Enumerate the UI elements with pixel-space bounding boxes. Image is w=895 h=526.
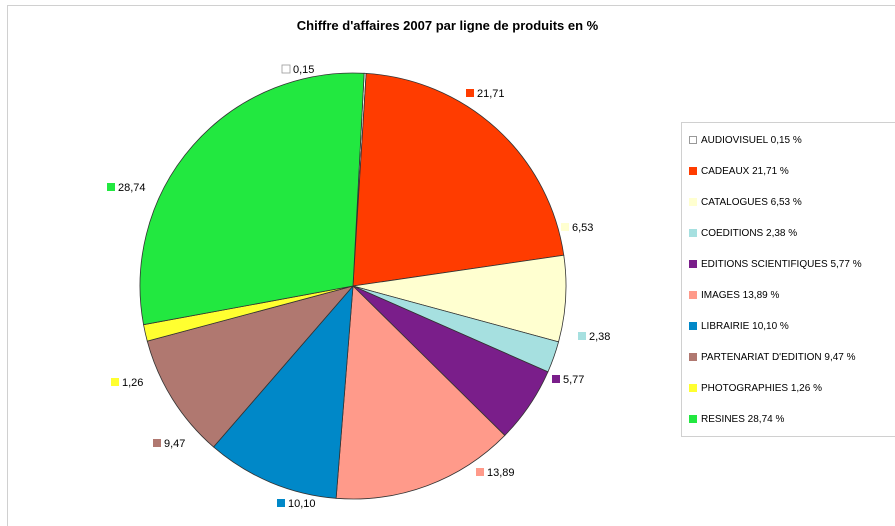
data-label: 13,89 (487, 467, 515, 479)
data-label-swatch (578, 332, 586, 340)
data-label-swatch (466, 89, 474, 97)
legend-label: PARTENARIAT D'EDITION 9,47 % (701, 351, 856, 363)
data-label-swatch (111, 378, 119, 386)
legend-swatch (689, 136, 697, 144)
legend-swatch (689, 167, 697, 175)
legend-item: LIBRAIRIE 10,10 % (689, 319, 789, 333)
legend-swatch (689, 353, 697, 361)
legend-swatch (689, 322, 697, 330)
data-label: 5,77 (563, 374, 584, 386)
chart-legend: AUDIOVISUEL 0,15 % CADEAUX 21,71 % CATALOG… (681, 122, 895, 437)
data-label-swatch (107, 183, 115, 191)
legend-label: LIBRAIRIE 10,10 % (701, 320, 789, 332)
pie-slice (352, 72, 565, 287)
legend-swatch (689, 384, 697, 392)
pie-slice (146, 285, 355, 448)
pie-slice (139, 72, 365, 326)
legend-item: PHOTOGRAPHIES 1,26 % (689, 381, 822, 395)
data-label: 10,10 (288, 498, 316, 510)
data-label-swatch (281, 64, 291, 74)
data-label: 6,53 (572, 222, 593, 234)
legend-item: RESINES 28,74 % (689, 412, 784, 426)
legend-item: IMAGES 13,89 % (689, 288, 779, 302)
pie-slice (335, 285, 506, 500)
data-label-swatch (476, 468, 484, 476)
data-label: 0,15 (293, 64, 314, 76)
legend-label: PHOTOGRAPHIES 1,26 % (701, 382, 822, 394)
legend-item: EDITIONS SCIENTIFIQUES 5,77 % (689, 257, 862, 271)
data-label: 9,47 (164, 438, 185, 450)
legend-item: CADEAUX 21,71 % (689, 164, 789, 178)
data-label-swatch (153, 439, 161, 447)
legend-item: COEDITIONS 2,38 % (689, 226, 797, 240)
legend-swatch (689, 260, 697, 268)
data-label: 1,26 (122, 377, 143, 389)
legend-swatch (689, 415, 697, 423)
data-label: 28,74 (118, 182, 146, 194)
legend-swatch (689, 229, 697, 237)
legend-label: CATALOGUES 6,53 % (701, 196, 802, 208)
data-label-swatch (552, 375, 560, 383)
legend-label: EDITIONS SCIENTIFIQUES 5,77 % (701, 258, 862, 270)
data-label: 21,71 (477, 88, 505, 100)
data-label-swatch (277, 499, 285, 507)
legend-label: COEDITIONS 2,38 % (701, 227, 798, 239)
data-label-swatch (561, 223, 569, 231)
data-label: 2,38 (589, 331, 610, 343)
chart-frame (7, 5, 895, 526)
legend-label: AUDIOVISUEL 0,15 % (701, 134, 802, 146)
legend-item: CATALOGUES 6,53 % (689, 195, 802, 209)
pie-slice (212, 284, 354, 499)
legend-label: RESINES 28,74 % (701, 413, 785, 425)
legend-item: PARTENARIAT D'EDITION 9,47 % (689, 350, 856, 364)
chart-title: Chiffre d'affaires 2007 par ligne de pro… (296, 18, 599, 33)
legend-label: CADEAUX 21,71 % (701, 165, 789, 177)
legend-item: AUDIOVISUEL 0,15 % (689, 133, 802, 147)
legend-swatch (689, 291, 697, 299)
legend-label: IMAGES 13,89 % (701, 289, 780, 301)
legend-swatch (689, 198, 697, 206)
